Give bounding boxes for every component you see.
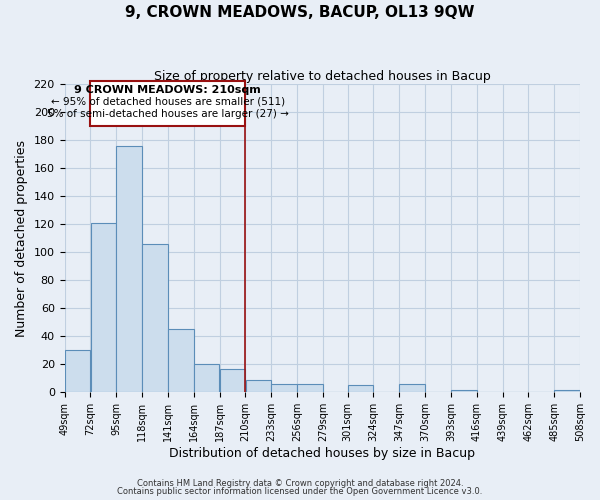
Bar — [400, 384, 425, 392]
Bar — [194, 364, 220, 392]
Bar — [348, 386, 373, 392]
Y-axis label: Number of detached properties: Number of detached properties — [15, 140, 28, 337]
Title: Size of property relative to detached houses in Bacup: Size of property relative to detached ho… — [154, 70, 491, 83]
Bar — [168, 330, 194, 392]
Bar — [245, 380, 271, 392]
Text: 5% of semi-detached houses are larger (27) →: 5% of semi-detached houses are larger (2… — [47, 110, 289, 120]
Bar — [91, 82, 245, 126]
Bar — [271, 384, 297, 392]
Text: ← 95% of detached houses are smaller (511): ← 95% of detached houses are smaller (51… — [51, 96, 285, 106]
Bar — [554, 390, 580, 392]
Bar — [220, 368, 245, 392]
Text: 9 CROWN MEADOWS: 210sqm: 9 CROWN MEADOWS: 210sqm — [74, 85, 261, 95]
Bar — [451, 390, 476, 392]
Text: Contains public sector information licensed under the Open Government Licence v3: Contains public sector information licen… — [118, 487, 482, 496]
Bar — [65, 350, 90, 393]
Bar — [297, 384, 323, 392]
Text: 9, CROWN MEADOWS, BACUP, OL13 9QW: 9, CROWN MEADOWS, BACUP, OL13 9QW — [125, 5, 475, 20]
Bar — [91, 223, 116, 392]
Bar — [116, 146, 142, 392]
Text: Contains HM Land Registry data © Crown copyright and database right 2024.: Contains HM Land Registry data © Crown c… — [137, 478, 463, 488]
X-axis label: Distribution of detached houses by size in Bacup: Distribution of detached houses by size … — [169, 447, 475, 460]
Bar — [142, 244, 167, 392]
